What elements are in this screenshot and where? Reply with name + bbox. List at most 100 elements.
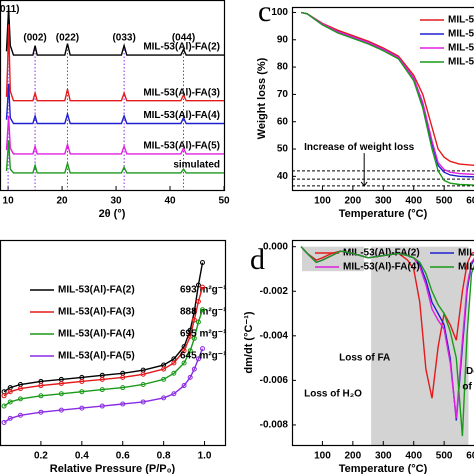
shaded-region (371, 246, 469, 445)
data-point (1, 403, 7, 409)
x-tick-label: 400 (405, 451, 422, 462)
data-point (200, 307, 205, 313)
y-tick-label: -0.002 (260, 286, 289, 297)
data-point (161, 376, 167, 382)
series-line (3, 286, 204, 397)
y-tick-label: 100 (271, 7, 288, 18)
x-tick-label: 400 (405, 196, 422, 207)
data-point (187, 348, 193, 354)
annotation: Increase of weight loss (304, 142, 414, 153)
x-axis-label: Temperature (°C) (339, 208, 428, 220)
data-point (195, 356, 201, 362)
y-tick-label: -0.008 (260, 420, 289, 431)
x-tick-label: 10 (3, 196, 15, 207)
data-point (161, 366, 167, 372)
y-tick-label: -0.006 (260, 375, 289, 386)
series-label: MIL-53(Al)-FA(3) (143, 87, 220, 98)
series-line (5, 83, 224, 125)
x-tick-label: 200 (345, 196, 362, 207)
y-tick-label: 70 (277, 89, 289, 100)
y-axis-label: dm/dt (°C⁻¹) (243, 311, 255, 373)
x-tick-label: 300 (375, 451, 392, 462)
legend-label: MIL-53(Al)-FA(5) (58, 351, 135, 362)
data-point (161, 395, 167, 401)
series-line (3, 348, 204, 423)
series-line (5, 7, 224, 56)
data-point (200, 260, 205, 266)
data-point (195, 299, 201, 304)
x-tick-label: 20 (57, 196, 69, 207)
annotation: Loss of H₂O (304, 388, 362, 399)
y-tick-label: 90 (277, 34, 289, 45)
data-point (171, 360, 177, 366)
data-point (79, 389, 85, 395)
data-point (140, 382, 146, 388)
legend-label: MIL-53(Al)-FA(2) (58, 285, 135, 296)
peak-label: (002) (23, 33, 46, 44)
y-tick-label: 60 (277, 116, 289, 127)
series-label: MIL-53(Al)-FA(2) (143, 42, 220, 53)
y-axis-label: Weight loss (%) (256, 57, 268, 139)
data-point (195, 319, 201, 325)
x-tick-label: 100 (314, 196, 331, 207)
data-point (191, 335, 197, 341)
series-line (300, 11, 474, 186)
x-tick-label: 600 (466, 196, 474, 207)
series-label: MIL-53(Al)-FA(4) (143, 110, 220, 121)
peak-label: (011) (0, 4, 19, 15)
data-point (1, 389, 7, 395)
data-point (195, 282, 201, 288)
legend-label: MIL-53(Al)-FA(5) (458, 262, 474, 273)
plot-frame (291, 6, 474, 192)
data-point (200, 346, 205, 352)
legend-note: 695 m²g⁻¹ (180, 329, 227, 340)
series-line (3, 309, 204, 407)
series-line (5, 24, 224, 102)
data-point (7, 389, 13, 395)
annotation: Loss of FA (339, 353, 390, 364)
peak-label: (033) (112, 33, 135, 44)
legend-label: MIL-53(Al)-FA(3) (448, 29, 474, 40)
legend-label: MIL-53(Al)-FA(4) (58, 329, 135, 340)
series-line (5, 115, 224, 155)
data-point (7, 415, 13, 421)
data-point (140, 371, 146, 377)
series-label: simulated (173, 160, 220, 171)
x-tick-label: 200 (345, 451, 362, 462)
x-tick-label: 0.8 (157, 451, 171, 462)
data-point (17, 386, 23, 392)
data-point (99, 387, 105, 393)
plot-frame (291, 239, 474, 447)
data-point (99, 376, 105, 382)
x-tick-label: 40 (164, 196, 176, 207)
annotation: of framework (462, 382, 474, 393)
x-tick-label: 30 (110, 196, 122, 207)
annotation: Decomposition (466, 366, 474, 377)
data-point (171, 370, 177, 376)
legend-label: MIL-53(Al)-FA(2) (343, 248, 420, 259)
peak-label: (022) (56, 33, 79, 44)
data-point (120, 401, 126, 407)
legend-label: MIL-53(Al)-FA(3) (58, 307, 135, 318)
x-tick-label: 0.4 (75, 451, 89, 462)
legend-label: MIL-53(Al)-FA(4) (343, 262, 420, 273)
x-tick-label: 500 (436, 451, 453, 462)
panel-letter: c (258, 0, 271, 28)
legend-note: 888 m²g⁻¹ (180, 307, 227, 318)
y-tick-label: 40 (277, 171, 289, 182)
data-point (181, 383, 187, 389)
data-point (58, 391, 64, 397)
series-label: MIL-53(Al)-FA(5) (143, 141, 220, 152)
series-line (300, 11, 474, 167)
arrow-head (360, 181, 368, 187)
y-tick-label: -0.004 (260, 330, 289, 341)
data-point (38, 393, 44, 399)
plot-frame (0, 0, 226, 192)
x-tick-label: 100 (314, 451, 331, 462)
y-tick-label: 80 (277, 62, 289, 73)
data-point (17, 412, 23, 418)
data-point (191, 366, 197, 372)
series-line (5, 140, 224, 174)
